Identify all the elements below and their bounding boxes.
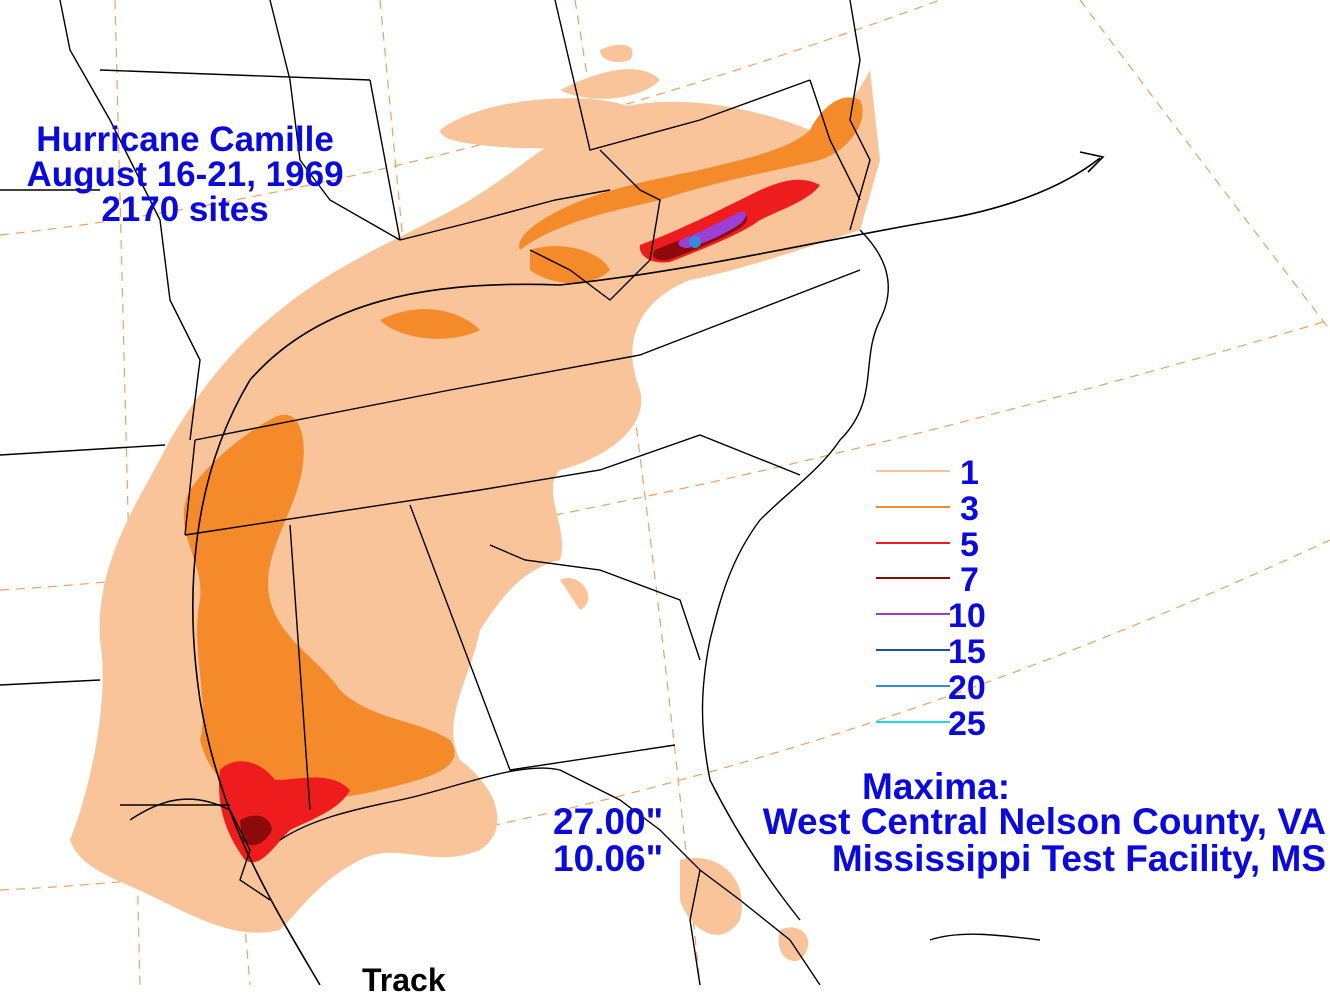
- legend-label: 7: [960, 561, 979, 600]
- maxima-location-2: Mississippi Test Facility, MS: [831, 838, 1326, 879]
- legend-label: 25: [948, 704, 986, 743]
- legend-item: 15: [876, 635, 1026, 669]
- legend-swatch: [876, 684, 950, 687]
- maxima-location-1: West Central Nelson County, VA: [762, 801, 1326, 842]
- legend-swatch: [876, 505, 950, 508]
- state-boundaries: [0, 0, 1041, 985]
- maxima-value-1: 27.00": [553, 801, 664, 842]
- legend-swatch: [876, 470, 950, 472]
- legend-item: 7: [876, 563, 1026, 597]
- storm-track: [192, 151, 1105, 985]
- legend-swatch: [876, 720, 950, 723]
- maxima-heading: Maxima:: [862, 766, 1011, 807]
- legend-item: 10: [876, 599, 1026, 633]
- title-storm-name: Hurricane Camille: [36, 120, 334, 159]
- legend-label: 15: [948, 633, 986, 671]
- rain-3in-area: [183, 97, 863, 810]
- legend-label: 5: [960, 525, 979, 564]
- legend-swatch: [876, 649, 950, 651]
- legend-item: 5: [876, 528, 1026, 562]
- title-date-range: August 16-21, 1969: [26, 155, 344, 194]
- title-site-count: 2170 sites: [101, 190, 269, 229]
- track-label: Track: [362, 962, 446, 998]
- maxima-value-2: 10.06": [553, 838, 664, 879]
- legend-label: 20: [948, 668, 986, 707]
- map-title: Hurricane Camille August 16-21, 1969 217…: [0, 122, 370, 227]
- legend-swatch: [876, 613, 950, 616]
- legend-swatch: [876, 541, 950, 544]
- legend-swatch: [876, 577, 950, 580]
- legend-label: 1: [960, 454, 979, 492]
- rain-20in-area: [689, 236, 701, 248]
- legend-item: 25: [876, 707, 1026, 741]
- legend-item: 20: [876, 671, 1026, 705]
- legend-label: 10: [948, 597, 986, 636]
- legend-item: 3: [876, 492, 1026, 526]
- legend-item: 1: [876, 456, 1026, 490]
- legend-label: 3: [960, 489, 979, 528]
